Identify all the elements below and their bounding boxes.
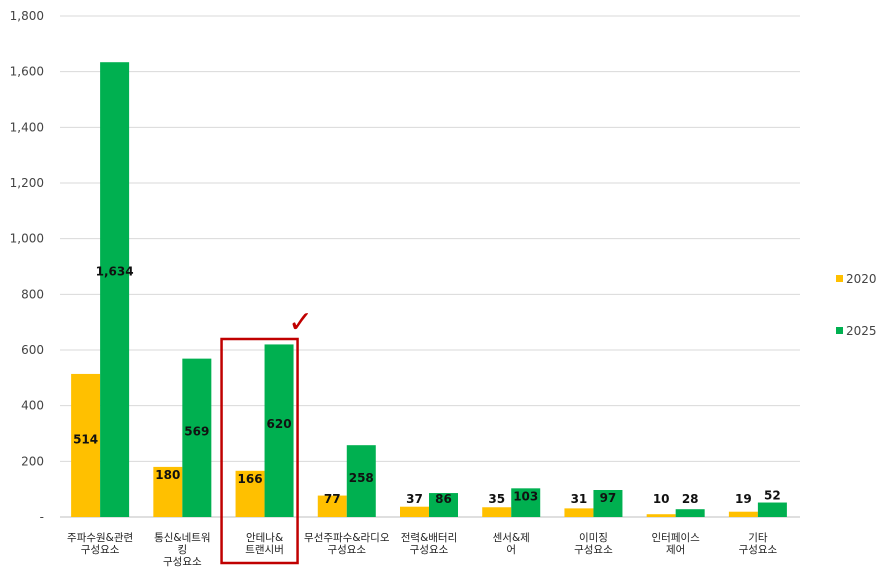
data-label-2020: 180	[155, 468, 180, 482]
data-label-2020: 37	[406, 492, 423, 506]
category-label: 이미징	[579, 532, 608, 544]
y-tick-label: 1,800	[10, 9, 44, 23]
category-label: 트랜시버	[245, 544, 284, 556]
y-tick-label: 1,600	[10, 65, 44, 79]
bar-2025	[511, 488, 541, 517]
data-label-2020: 19	[735, 492, 752, 506]
bar-2025	[182, 358, 212, 517]
data-label-2020: 31	[571, 492, 588, 506]
category-label: 무선주파수&라디오	[304, 532, 390, 544]
data-label-2020: 77	[324, 492, 341, 506]
y-tick-label: 1,400	[10, 120, 44, 134]
y-tick-label: -	[40, 510, 44, 524]
bar-2020	[728, 511, 758, 517]
category-label: 킹	[177, 544, 187, 556]
y-tick-label: 1,200	[10, 176, 44, 190]
y-tick-label: 800	[21, 287, 44, 301]
legend-swatch-2025	[836, 327, 843, 334]
category-label: 구성요소	[574, 544, 613, 556]
data-label-2025: 52	[764, 489, 781, 503]
category-label: 제어	[666, 544, 685, 556]
category-label: 주파수원&관련	[67, 532, 133, 544]
data-label-2025: 28	[682, 492, 699, 506]
bar-2020	[400, 506, 429, 517]
data-label-2020: 10	[653, 492, 670, 506]
category-label: 구성요소	[739, 544, 778, 556]
bar-2020	[71, 373, 101, 517]
y-tick-label: 600	[21, 343, 44, 357]
bar-2025	[264, 344, 294, 517]
category-label: 구성요소	[410, 544, 449, 556]
bar-2025	[100, 62, 130, 517]
highlight-box	[220, 337, 299, 565]
category-label: 어	[506, 544, 516, 556]
bar-2020	[482, 507, 512, 517]
bar-2020	[646, 514, 676, 517]
bar-2025	[429, 493, 458, 517]
bar-2025	[346, 445, 376, 517]
data-label-2025: 86	[435, 492, 452, 506]
bar-2025	[593, 490, 623, 517]
data-label-2025: 620	[267, 417, 292, 431]
category-label: 기타	[748, 532, 768, 544]
bar-2025	[675, 509, 705, 517]
data-label-2020: 166	[238, 472, 263, 486]
category-label: 안테나&	[246, 532, 283, 544]
bar-2020	[317, 495, 347, 517]
check-mark-icon: ✓	[288, 305, 313, 340]
data-label-2025: 97	[600, 491, 617, 505]
category-label: 구성요소	[163, 556, 202, 568]
category-label: 인터페이스	[652, 532, 701, 544]
y-tick-label: 200	[21, 454, 44, 468]
legend-swatch-2020	[836, 275, 843, 282]
category-label: 센서&제	[493, 532, 530, 544]
category-label: 통신&네트워	[154, 531, 211, 544]
bar-2025	[757, 502, 787, 517]
y-tick-label: 1,000	[10, 232, 44, 246]
category-label: 구성요소	[81, 544, 120, 556]
bar-2020	[235, 470, 265, 517]
legend-label-2025: 2025	[846, 324, 877, 338]
category-label: 구성요소	[327, 544, 366, 556]
bar-2020	[564, 508, 594, 517]
bar-2020	[153, 466, 183, 517]
data-label-2025: 1,634	[96, 264, 134, 278]
data-label-2020: 35	[488, 492, 505, 506]
category-label: 전력&배터리	[401, 532, 458, 544]
data-label-2020: 514	[73, 433, 98, 447]
data-label-2025: 258	[349, 471, 374, 485]
legend-label-2020: 2020	[846, 272, 877, 286]
data-label-2025: 103	[513, 489, 538, 503]
y-tick-label: 400	[21, 399, 44, 413]
data-label-2025: 569	[184, 424, 209, 438]
